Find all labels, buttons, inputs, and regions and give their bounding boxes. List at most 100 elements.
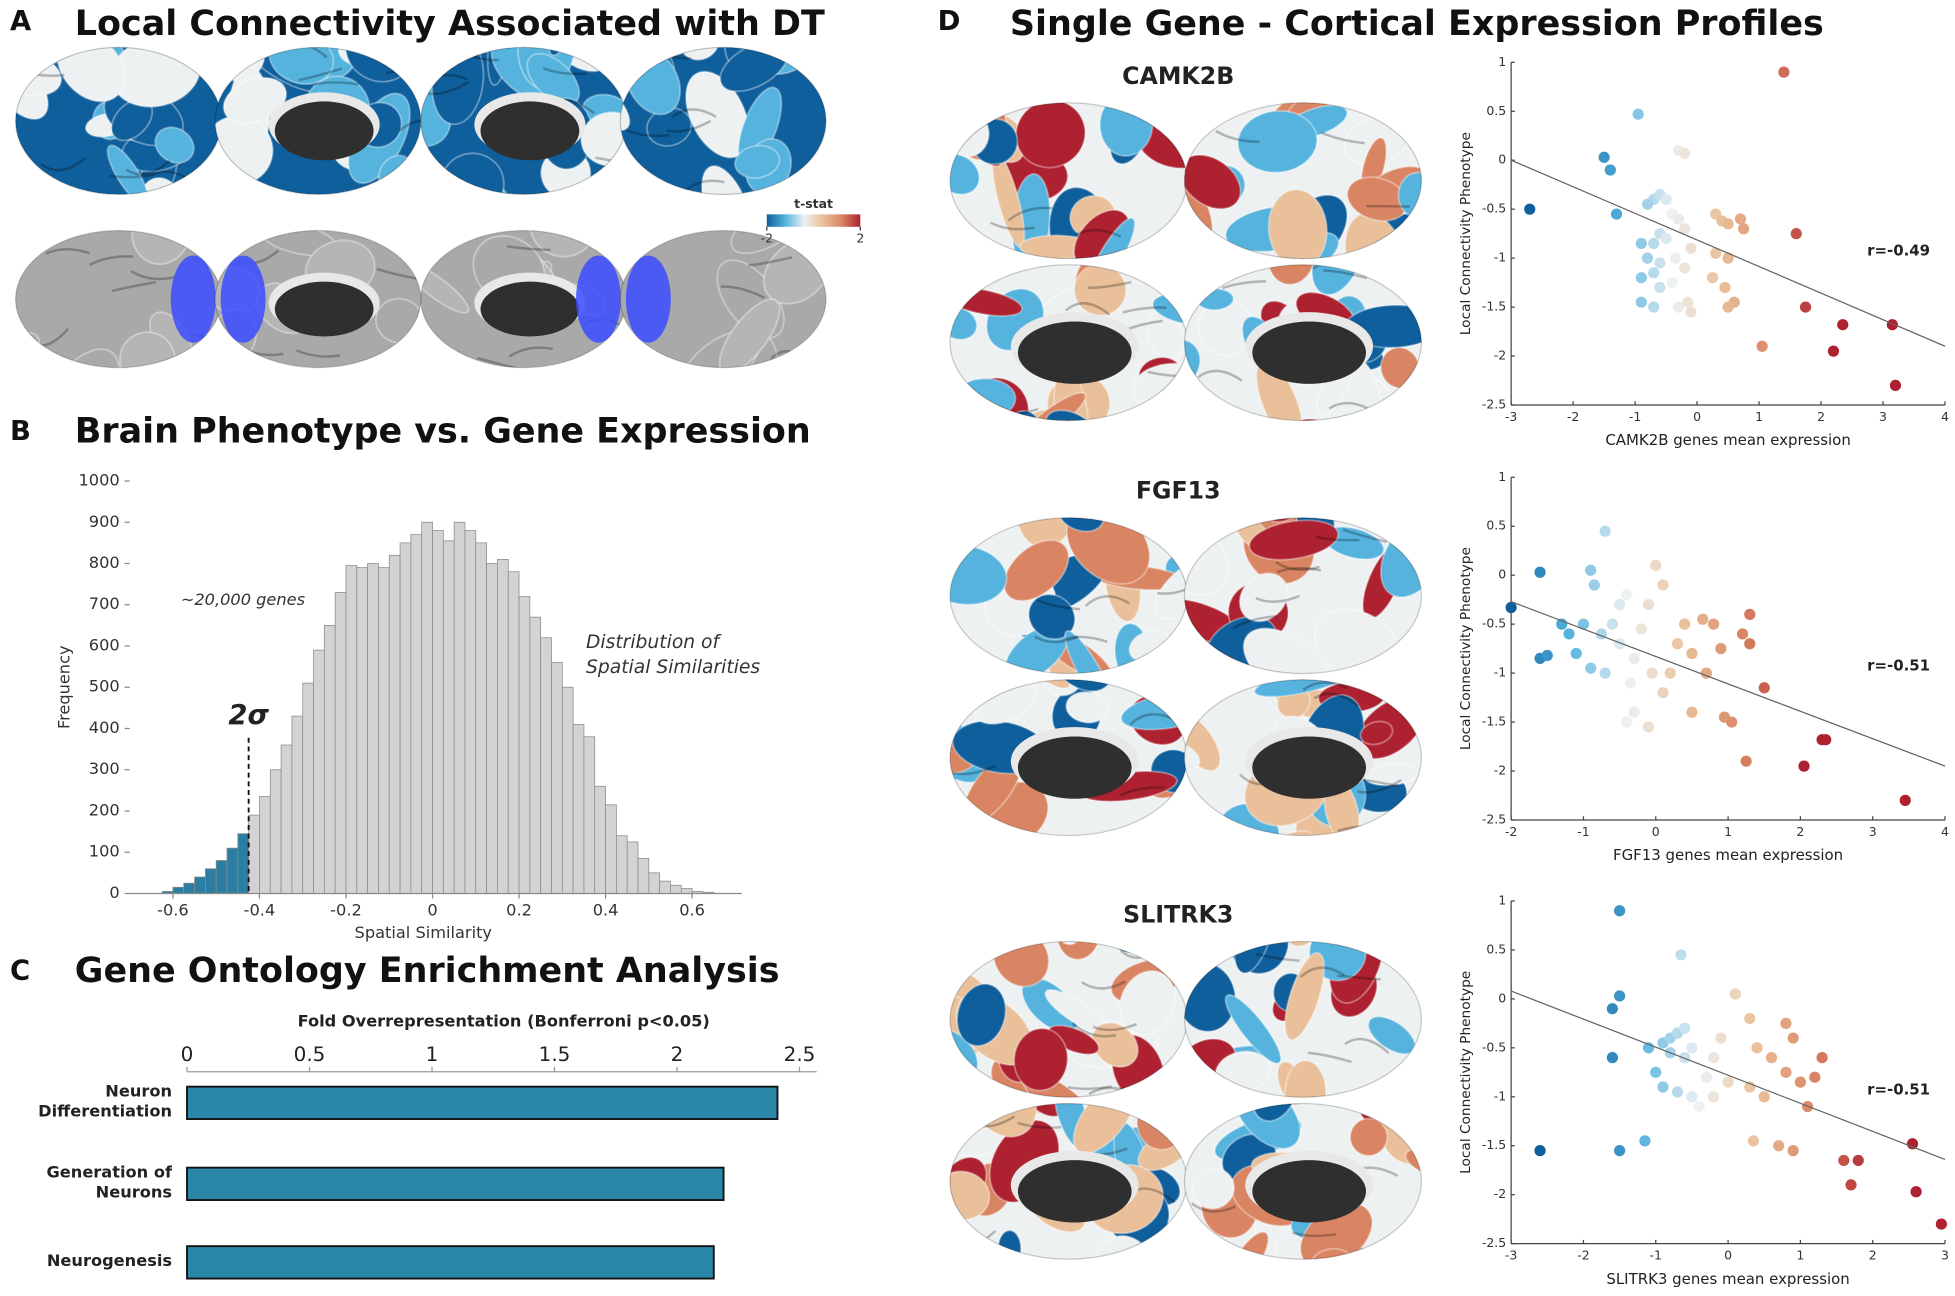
y-tick-label-box: Generation of Neurons xyxy=(46,1164,172,1203)
scatter-point xyxy=(1646,667,1658,679)
histogram-bar xyxy=(486,563,498,894)
brain-region xyxy=(685,70,750,159)
histogram-bar xyxy=(205,868,217,894)
histogram-bar xyxy=(410,534,423,894)
brain-region xyxy=(1349,1117,1389,1157)
y-tick-label: 900 xyxy=(89,512,120,531)
y-tick-label: 600 xyxy=(89,636,120,655)
brain-region xyxy=(1064,629,1116,674)
scatter-point xyxy=(1671,1086,1684,1098)
sulcus xyxy=(1357,778,1402,794)
y-tick-label: -0.5 xyxy=(1482,616,1506,631)
scatter-point xyxy=(1628,652,1640,665)
sulcus xyxy=(1067,1085,1112,1091)
panel-letter: A xyxy=(10,6,32,37)
brain-region xyxy=(222,76,288,125)
y-tick-label: 0 xyxy=(1498,152,1506,167)
brain-region xyxy=(1244,829,1313,836)
correlation-label: r=-0.49 xyxy=(1867,242,1930,260)
scatter-point xyxy=(1606,1052,1618,1064)
histogram-bar xyxy=(399,542,412,894)
y-tick-label: -2 xyxy=(1494,1186,1506,1201)
sulcus xyxy=(296,349,341,358)
panel-letter: D xyxy=(938,6,961,37)
histogram-bar xyxy=(670,884,682,894)
x-tick-label: 0 xyxy=(1693,409,1701,424)
activation xyxy=(170,255,216,343)
sulcus xyxy=(770,350,816,368)
y-tick-label: 500 xyxy=(89,677,120,696)
histogram-bar xyxy=(680,888,693,894)
scatter-point xyxy=(1613,1145,1626,1157)
scatter-point xyxy=(1654,257,1666,269)
x-tick-label: 1 xyxy=(426,1042,439,1066)
chart-title: Gene Ontology Enrichment Analysis xyxy=(75,951,780,991)
scatter-point xyxy=(1604,164,1616,176)
sulcus xyxy=(298,67,343,82)
scatter-point xyxy=(1635,237,1647,250)
brain-region xyxy=(718,298,781,368)
scatter-point xyxy=(1541,649,1553,662)
brain-region xyxy=(1305,1247,1362,1260)
bar xyxy=(186,1166,725,1201)
sulcus xyxy=(506,245,551,252)
sulcus xyxy=(1215,129,1260,143)
y-tick-label: Neurogenesis xyxy=(46,1252,173,1272)
histogram-bar xyxy=(442,540,455,894)
scatter-point xyxy=(1799,301,1812,313)
colorbar-tick-label: -2 xyxy=(761,231,773,246)
brain-outline xyxy=(1183,517,1422,675)
scatter-point xyxy=(1621,589,1633,601)
x-tick-label: 0 xyxy=(1652,824,1660,839)
x-tick-label: 2 xyxy=(1796,824,1804,839)
histogram-bar xyxy=(334,592,347,894)
brain-region xyxy=(1267,188,1328,259)
chart-title: Brain Phenotype vs. Gene Expression xyxy=(75,411,811,451)
brain-outline xyxy=(1183,1102,1422,1260)
sulcus xyxy=(1198,947,1243,952)
brain-region xyxy=(1284,1059,1328,1098)
histogram-bar xyxy=(421,521,433,894)
x-tick-label: 0 xyxy=(181,1042,194,1066)
y-tick-label: 0.5 xyxy=(1486,518,1506,533)
chart-title: Local Connectivity Associated with DT xyxy=(75,4,825,44)
sulcus xyxy=(1017,1121,1062,1129)
medial-wall xyxy=(1252,321,1367,384)
scatter-point xyxy=(1700,667,1712,679)
scatter-point xyxy=(1899,794,1911,806)
x-tick-label: -3 xyxy=(1505,409,1517,424)
sulcus xyxy=(666,119,712,133)
brain-region xyxy=(1003,539,1070,602)
correlation-label: r=-0.51 xyxy=(1867,657,1930,675)
scatter-point xyxy=(1534,566,1546,578)
histogram-bar xyxy=(323,625,336,894)
x-axis-label: Spatial Similarity xyxy=(355,923,493,942)
bar xyxy=(186,1245,715,1280)
brain xyxy=(950,517,1187,674)
histogram-bar xyxy=(497,559,509,894)
histogram-bar xyxy=(345,565,358,894)
scatter-point xyxy=(1675,949,1687,961)
scatter-point xyxy=(1722,252,1734,264)
scatter-point xyxy=(1715,643,1727,655)
sulcus xyxy=(1035,598,1081,611)
x-tick-label: 0.5 xyxy=(294,1042,326,1066)
y-tick-label: 1000 xyxy=(78,471,119,490)
brain-region xyxy=(1031,679,1091,697)
x-tick-label: 1 xyxy=(1755,409,1763,424)
medial-wall xyxy=(1017,321,1132,384)
x-tick-label: -2 xyxy=(1505,824,1517,839)
x-axis-label: SLITRK3 genes mean expression xyxy=(1606,1270,1849,1288)
scatter-point xyxy=(1585,564,1597,576)
brain-region xyxy=(620,74,631,132)
scatter-point xyxy=(1613,990,1626,1002)
scatter-point xyxy=(1889,379,1902,392)
histogram-bar xyxy=(518,596,531,894)
scatter-point xyxy=(1756,340,1768,352)
medial-wall xyxy=(274,281,374,337)
y-axis-label: Local Connectivity Phenotype xyxy=(1458,547,1474,750)
brain-region xyxy=(1118,970,1176,1036)
sulcus xyxy=(415,353,421,367)
x-axis-label: FGF13 genes mean expression xyxy=(1613,846,1843,864)
x-tick-label: 0.2 xyxy=(506,900,532,919)
